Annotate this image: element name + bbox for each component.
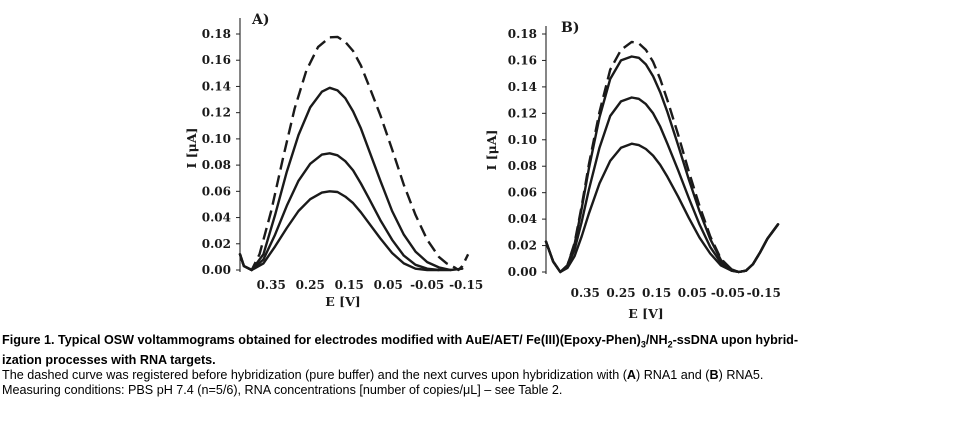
y-tick-label-a: 0.18 <box>202 27 231 41</box>
x-tick-label-a: 0.15 <box>335 278 364 292</box>
caption-bold-a: A <box>626 367 637 382</box>
caption-subscript-3: 3 <box>640 339 646 350</box>
caption-subscript-2: 2 <box>667 339 673 350</box>
caption-body: The dashed curve was registered before h… <box>2 368 972 383</box>
panel-label-a: A) <box>251 12 270 28</box>
caption-body-part1: The dashed curve was registered before h… <box>2 367 627 382</box>
y-tick-label-b: 0.02 <box>508 239 537 253</box>
y-tick-label-b: 0.16 <box>508 53 537 67</box>
y-tick-label-a: 0.04 <box>202 211 231 225</box>
dashed-curve-a-0 <box>238 35 470 272</box>
x-axis-label-a: E [V] <box>325 294 360 309</box>
x-tick-label-a: -0.05 <box>410 278 444 292</box>
y-tick-label-a: 0.08 <box>202 158 231 172</box>
figure-caption: Figure 1. Typical OSW voltammograms obta… <box>2 333 972 398</box>
y-tick-label-a: 0.14 <box>202 79 231 93</box>
figure: A) I [μA] E [V] 0.00 0.02 0.04 0.06 0.08 0.10… <box>184 12 781 321</box>
y-tick-label-a: 0.00 <box>202 263 231 277</box>
y-tick-label-a: 0.10 <box>202 132 231 146</box>
x-axis-label-b: E [V] <box>628 306 663 321</box>
y-axis-label-a: I [μA] <box>184 128 199 169</box>
x-tick-label-b: 0.15 <box>642 286 671 300</box>
caption-title-line2: ization processes with RNA targets. <box>2 352 216 367</box>
y-tick-label-b: 0.10 <box>508 133 537 147</box>
y-axis-label-b: I [μA] <box>484 130 499 171</box>
y-tick-label-b: 0.18 <box>508 27 537 41</box>
solid-curve-b-3 <box>544 142 780 274</box>
caption-title-part2: /NH <box>645 333 668 347</box>
y-tick-label-b: 0.04 <box>508 212 537 226</box>
x-tick-label-a: 0.25 <box>296 278 325 292</box>
chart-panel-b: B) I [μA] E [V] 0.00 0.02 0.04 0.06 0.08 0.10… <box>484 20 781 321</box>
caption-title-part1: Figure 1. Typical OSW voltammograms obta… <box>2 333 641 347</box>
solid-curve-a-3 <box>238 190 441 272</box>
x-tick-label-b: -0.15 <box>747 286 781 300</box>
x-tick-label-b: 0.05 <box>678 286 707 300</box>
y-tick-label-a: 0.02 <box>202 237 231 251</box>
solid-curve-b-2 <box>544 96 780 274</box>
x-tick-label-b: 0.25 <box>606 286 635 300</box>
caption-bold-b: B <box>709 367 719 382</box>
x-tick-label-a: 0.35 <box>257 278 286 292</box>
y-tick-label-b: 0.00 <box>508 265 537 279</box>
x-tick-label-b: -0.05 <box>711 286 745 300</box>
caption-body-part2: ) RNA1 and ( <box>636 367 710 382</box>
y-tick-label-b: 0.06 <box>508 186 537 200</box>
chart-panel-a: A) I [μA] E [V] 0.00 0.02 0.04 0.06 0.08 0.10… <box>184 12 483 309</box>
panel-label-b: B) <box>561 20 579 36</box>
y-tick-label-b: 0.08 <box>508 159 537 173</box>
solid-curve-a-1 <box>238 86 464 272</box>
y-tick-label-a: 0.12 <box>202 106 231 120</box>
y-tick-label-a: 0.16 <box>202 53 231 67</box>
y-tick-label-b: 0.12 <box>508 106 537 120</box>
caption-title-part3: -ssDNA upon hybrid- <box>672 333 799 347</box>
y-tick-label-a: 0.06 <box>202 184 231 198</box>
x-tick-label-a: -0.15 <box>449 278 483 292</box>
x-tick-label-b: 0.35 <box>571 286 600 300</box>
plot-area-b: 0.00 0.02 0.04 0.06 0.08 0.10 0.12 0.14 0.16 0.18… <box>508 27 781 300</box>
solid-curve-a-2 <box>238 152 452 272</box>
y-tick-label-b: 0.14 <box>508 80 537 94</box>
x-tick-label-a: 0.05 <box>374 278 403 292</box>
caption-conditions: Measuring conditions: PBS pH 7.4 (n=5/6)… <box>2 382 563 397</box>
plot-area-a: 0.00 0.02 0.04 0.06 0.08 0.10 0.12 0.14 0.16 0.18… <box>202 27 484 292</box>
caption-body-part3: ) RNA5. <box>718 367 764 382</box>
caption-title: Figure 1. Typical OSW voltammograms obta… <box>2 333 972 353</box>
